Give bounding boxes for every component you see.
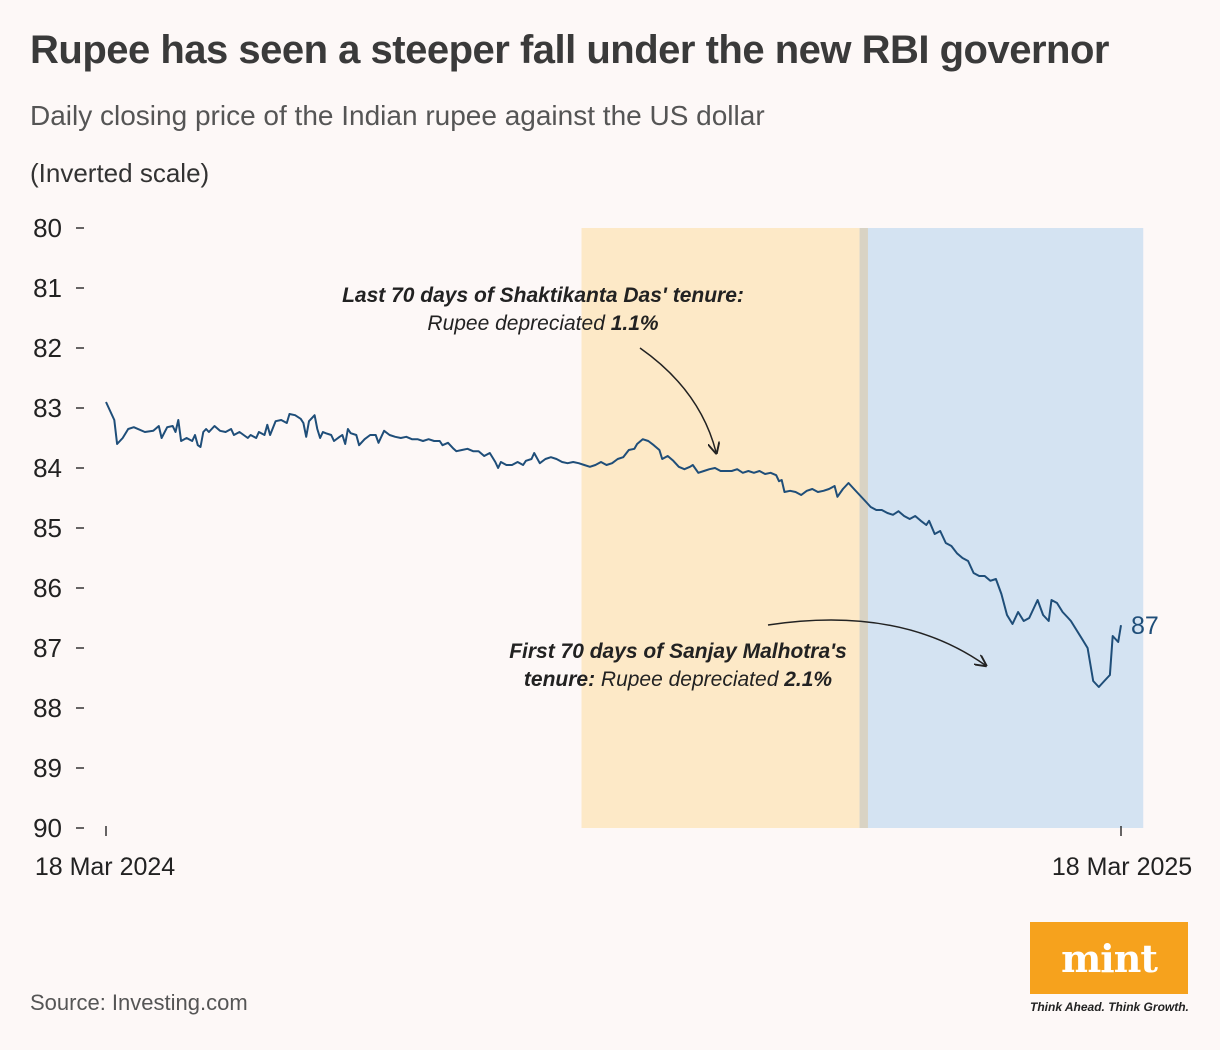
das-tenure-band <box>581 228 868 828</box>
das-annotation-arrow <box>639 347 716 452</box>
y-tick-label: 80 <box>33 213 62 243</box>
malhotra-annotation-body: tenure: Rupee depreciated 2.1% <box>524 668 833 691</box>
y-tick-label: 90 <box>33 813 62 843</box>
y-tick-label: 83 <box>33 393 62 423</box>
rupee-series-line <box>105 401 1122 688</box>
y-tick-label: 81 <box>33 273 62 303</box>
logo-tagline: Think Ahead. Think Growth. <box>1030 1000 1189 1014</box>
y-tick-label: 89 <box>33 753 62 783</box>
end-value-label: 87 <box>1131 612 1159 640</box>
source-note: Source: Investing.com <box>30 990 248 1015</box>
y-tick-label: 86 <box>33 573 62 603</box>
y-tick-label: 82 <box>33 333 62 363</box>
malhotra-annotation-heading: First 70 days of Sanjay Malhotra's <box>509 640 847 663</box>
y-tick-label: 84 <box>33 453 62 483</box>
chart-title: Rupee has seen a steeper fall under the … <box>30 28 1109 72</box>
y-tick-label: 87 <box>33 633 62 663</box>
x-tick-label: 18 Mar 2024 <box>35 853 175 881</box>
malhotra-annotation-arrow <box>767 619 985 665</box>
das-annotation-body: Rupee depreciated 1.1% <box>427 312 659 335</box>
tenure-overlap-band <box>859 228 868 828</box>
scale-note: (Inverted scale) <box>30 158 210 188</box>
mint-logo: mint <box>1030 922 1188 994</box>
das-annotation-heading: Last 70 days of Shaktikanta Das' tenure: <box>342 284 744 307</box>
y-tick-label: 88 <box>33 693 62 723</box>
x-tick-label: 18 Mar 2025 <box>1052 853 1192 881</box>
y-tick-label: 85 <box>33 513 62 543</box>
malhotra-tenure-band <box>859 228 1144 828</box>
chart-subtitle: Daily closing price of the Indian rupee … <box>30 100 765 131</box>
